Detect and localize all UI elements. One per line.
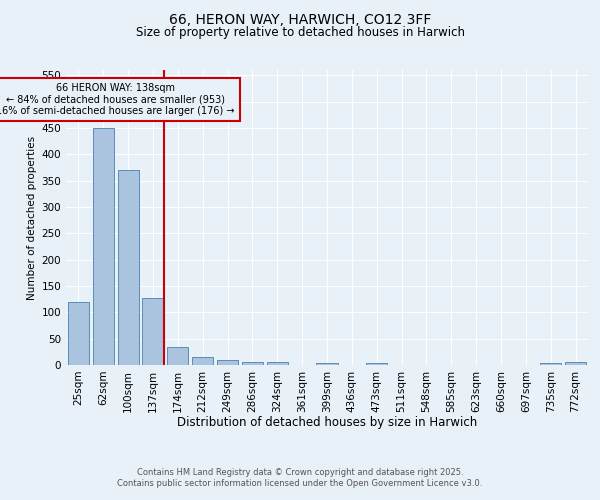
Bar: [267, 362, 288, 365]
Bar: [167, 346, 188, 365]
Y-axis label: Number of detached properties: Number of detached properties: [27, 136, 37, 300]
Bar: [242, 362, 263, 365]
Text: 66, HERON WAY, HARWICH, CO12 3FF: 66, HERON WAY, HARWICH, CO12 3FF: [169, 12, 431, 26]
Bar: [540, 364, 561, 365]
Text: Size of property relative to detached houses in Harwich: Size of property relative to detached ho…: [136, 26, 464, 39]
Bar: [93, 128, 114, 365]
X-axis label: Distribution of detached houses by size in Harwich: Distribution of detached houses by size …: [177, 416, 477, 429]
Bar: [68, 302, 89, 365]
Bar: [217, 360, 238, 365]
Bar: [565, 362, 586, 365]
Bar: [118, 170, 139, 365]
Bar: [366, 364, 387, 365]
Text: 66 HERON WAY: 138sqm
← 84% of detached houses are smaller (953)
16% of semi-deta: 66 HERON WAY: 138sqm ← 84% of detached h…: [0, 83, 235, 116]
Bar: [142, 298, 164, 365]
Bar: [316, 364, 338, 365]
Bar: [192, 357, 213, 365]
Text: Contains HM Land Registry data © Crown copyright and database right 2025.
Contai: Contains HM Land Registry data © Crown c…: [118, 468, 482, 487]
